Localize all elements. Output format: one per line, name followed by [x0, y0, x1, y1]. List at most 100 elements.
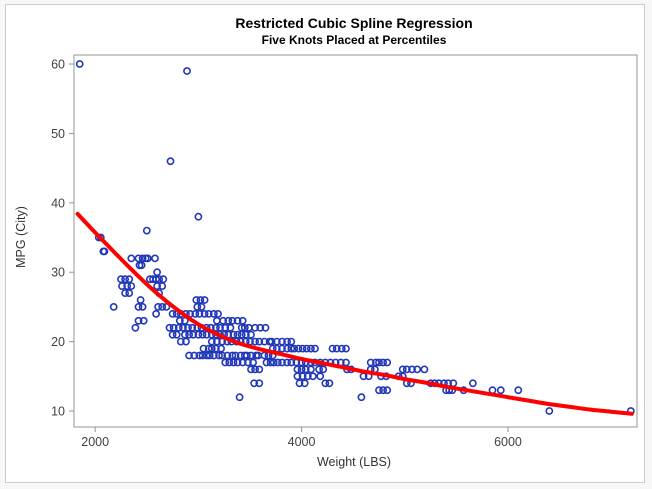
scatter-point: [332, 344, 341, 353]
scatter-point: [342, 344, 350, 353]
scatter-point: [193, 302, 202, 311]
scatter-point: [175, 316, 184, 325]
scatter-point: [172, 330, 181, 339]
scatter-point: [383, 358, 392, 367]
y-tick-label: 50: [51, 127, 65, 141]
scatter-point: [229, 330, 238, 339]
scatter-point: [212, 337, 221, 346]
scatter-point: [267, 337, 276, 346]
scatter-point: [109, 302, 118, 311]
scatter-point: [319, 365, 328, 374]
scatter-point: [297, 365, 306, 374]
scatter-point: [247, 330, 255, 339]
scatter-point: [138, 254, 147, 263]
scatter-point: [266, 358, 275, 367]
scatter-point: [269, 358, 278, 367]
scatter-point: [251, 323, 259, 332]
scatter-point: [249, 358, 257, 367]
scatter-point: [194, 212, 203, 221]
scatter-point: [205, 351, 214, 360]
scatter-point: [218, 351, 226, 360]
scatter-point: [238, 358, 247, 367]
scatter-point: [244, 323, 253, 332]
scatter-point: [134, 254, 143, 263]
scatter-point: [325, 379, 334, 388]
y-tick-label: 30: [51, 266, 65, 280]
scatter-point: [151, 254, 159, 263]
scatter-point: [226, 323, 235, 332]
scatter-point: [293, 372, 302, 381]
scatter-point: [228, 316, 237, 325]
scatter-point: [301, 365, 310, 374]
scatter-point: [142, 226, 151, 235]
scatter-point: [195, 309, 204, 318]
scatter-point: [290, 344, 299, 353]
scatter-point: [402, 365, 411, 374]
scatter-point: [198, 330, 207, 339]
scatter-point: [240, 323, 249, 332]
x-tick-label: 2000: [81, 435, 109, 449]
scatter-point: [127, 282, 136, 290]
scatter-point: [300, 379, 309, 388]
scatter-point: [219, 316, 227, 325]
scatter-point: [100, 247, 109, 256]
chart-subtitle: Five Knots Placed at Percentiles: [261, 33, 447, 47]
scatter-point: [247, 351, 255, 360]
scatter-point: [242, 351, 251, 360]
scatter-point: [262, 358, 271, 367]
scatter-point: [315, 365, 323, 374]
scatter-point: [379, 358, 387, 367]
scatter-point: [233, 316, 242, 325]
scatter-point: [188, 323, 197, 332]
scatter-point: [192, 296, 201, 304]
scatter-point: [251, 337, 259, 346]
scatter-point: [158, 282, 167, 290]
scatter-point: [238, 316, 247, 325]
scatter-point: [420, 365, 429, 374]
scatter-point: [303, 372, 312, 381]
scatter-point: [224, 316, 233, 325]
scatter-point: [154, 302, 162, 311]
scatter-point: [308, 372, 317, 381]
scatter-point: [207, 344, 216, 353]
y-tick-label: 20: [51, 335, 65, 349]
scatter-point: [260, 351, 269, 360]
scatter-point: [273, 358, 282, 367]
scatter-point: [283, 344, 291, 353]
scatter-point: [200, 309, 209, 318]
scatter-point: [255, 365, 264, 374]
chart-plot-area: 2000 4000 6000 10 20 30 40 50 60: [51, 54, 638, 449]
scatter-point: [215, 351, 223, 360]
scatter-point: [408, 365, 416, 374]
scatter-point: [251, 365, 259, 374]
scatter-point: [255, 337, 264, 346]
x-tick-label: 4000: [288, 435, 316, 449]
scatter-point: [184, 323, 192, 332]
scatter-point: [166, 157, 175, 166]
scatter-point: [131, 323, 140, 332]
scatter-point: [182, 337, 190, 346]
scatter-point: [117, 275, 125, 284]
scatter-point: [152, 309, 160, 318]
scatter-point: [169, 323, 178, 332]
scatter-point: [545, 407, 554, 415]
scatter-point: [202, 351, 211, 360]
x-axis-label: Weight (LBS): [316, 455, 392, 469]
scatter-point: [138, 302, 147, 311]
scatter-point: [223, 351, 232, 360]
scatter-point: [209, 351, 218, 360]
scatter-point: [134, 316, 143, 325]
scatter-point: [287, 358, 296, 367]
scatter-point: [261, 323, 270, 332]
scatter-point: [191, 309, 200, 318]
scatter-point: [204, 309, 213, 318]
scatter-point: [202, 330, 211, 339]
scatter-point: [233, 358, 242, 367]
scatter-point: [185, 351, 193, 360]
scatter-point: [294, 344, 303, 353]
scatter-point: [165, 323, 174, 332]
scatter-point: [328, 344, 337, 353]
scatter-point: [229, 358, 238, 367]
scatter-point: [158, 302, 167, 311]
scatter-point: [287, 344, 296, 353]
